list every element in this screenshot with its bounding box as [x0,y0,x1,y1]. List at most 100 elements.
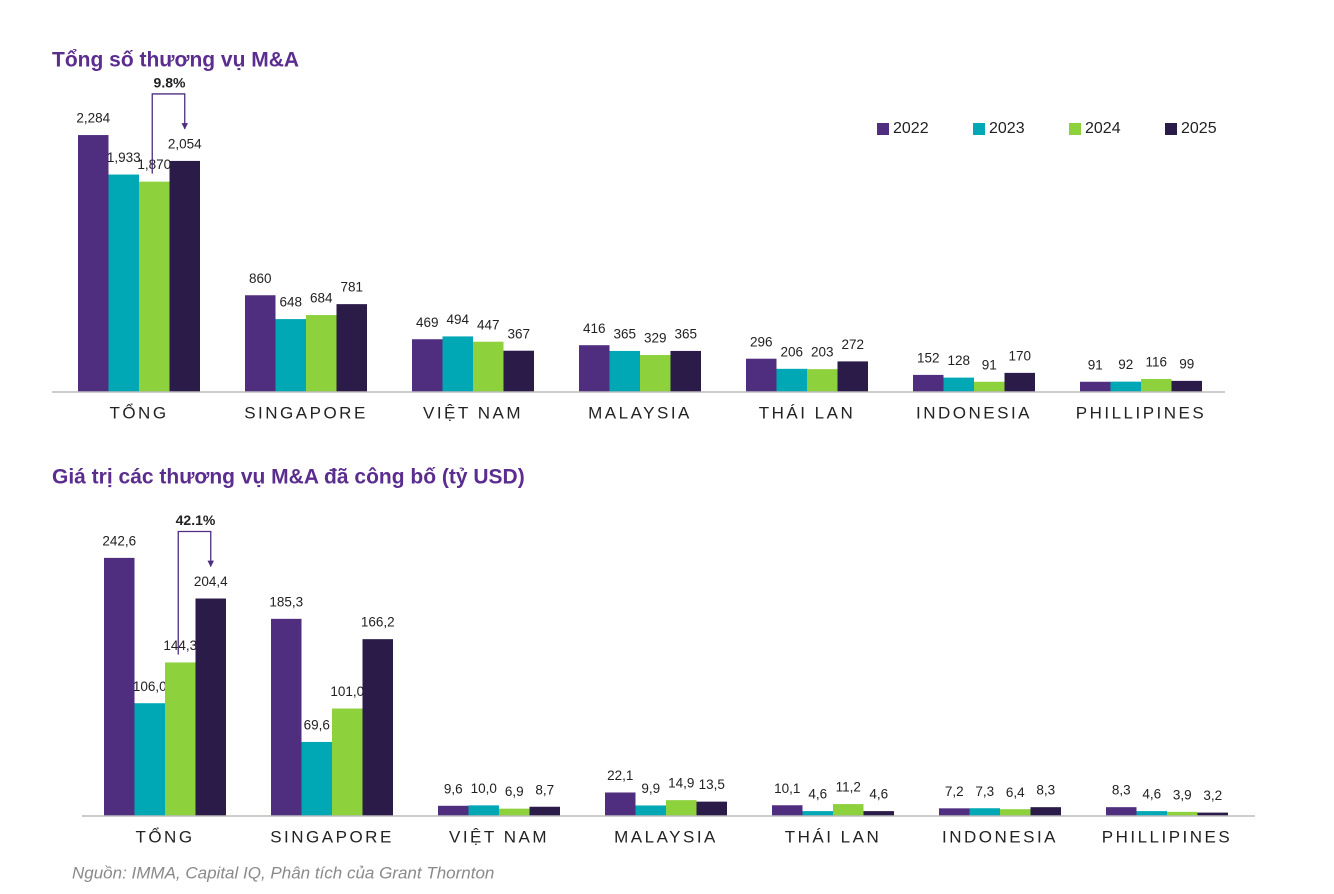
bar [1197,812,1228,816]
bar [195,598,226,816]
legend-swatch [877,123,889,135]
x-tick-label: VIỆT NAM [449,827,549,846]
bar [438,805,469,816]
bar [78,135,109,393]
bar [746,358,777,392]
bar [336,304,367,392]
value-label: 365 [613,327,636,342]
bar [169,160,200,392]
bar [275,319,306,392]
value-label: 272 [841,337,864,352]
x-tick-label: MALAYSIA [588,403,692,422]
bar [503,350,534,392]
value-label: 3,9 [1173,787,1192,802]
legend-swatch [1069,123,1081,135]
bar [1136,811,1167,816]
bar [412,339,443,392]
value-label: 4,6 [808,787,827,802]
value-label: 1,870 [137,157,171,172]
value-label: 69,6 [304,718,330,733]
bar [1000,809,1031,816]
value-label: 8,7 [535,782,554,797]
value-label: 6,4 [1006,785,1025,800]
value-label: 329 [644,331,667,346]
bar [1171,380,1202,392]
value-label: 10,0 [471,781,497,796]
legend-label: 2024 [1085,120,1121,137]
value-label: 116 [1145,355,1167,370]
value-label: 416 [583,321,606,336]
value-label: 684 [310,291,333,306]
bar [1004,372,1035,392]
bar [1110,381,1141,392]
value-label: 447 [477,317,500,332]
value-label: 22,1 [607,768,633,783]
value-label: 781 [340,280,363,295]
value-label: 4,6 [869,787,888,802]
bar [1167,811,1198,816]
bar [1106,807,1137,816]
x-tick-label: INDONESIA [916,403,1032,422]
bar [468,805,499,816]
value-label: 99 [1179,356,1194,371]
bar [635,805,666,816]
bar [104,557,135,816]
x-tick-label: MALAYSIA [614,827,718,846]
value-label: 206 [780,344,803,359]
bar [134,703,165,816]
bar [245,295,276,392]
value-label: 203 [811,345,834,360]
bar [139,181,170,392]
bar [776,368,807,392]
value-label: 91 [1088,357,1103,372]
legend-swatch [1165,123,1177,135]
bar [473,341,504,392]
bar [939,808,970,816]
bar [696,801,727,816]
bar [605,792,636,816]
value-label: 4,6 [1142,787,1161,802]
bar [913,374,944,392]
x-tick-label: SINGAPORE [244,403,368,422]
bar [165,662,196,816]
value-label: 7,2 [945,784,964,799]
value-label: 170 [1008,348,1031,363]
bar [772,805,803,816]
legend-swatch [973,123,985,135]
bar [271,618,302,816]
bar [670,350,701,392]
value-label: 204,4 [194,574,228,589]
value-label: 296 [750,334,773,349]
x-tick-label: VIỆT NAM [423,403,523,422]
bar [833,804,864,816]
x-tick-label: THÁI LAN [759,403,856,422]
value-label: 91 [982,357,997,372]
value-label: 2,054 [168,136,202,151]
value-label: 8,3 [1036,783,1055,798]
value-label: 3,2 [1203,788,1222,803]
bar [1030,807,1061,816]
value-label: 128 [947,353,970,368]
value-label: 1,933 [107,150,141,165]
value-label: 106,0 [133,679,167,694]
bar [1141,378,1172,392]
value-label: 14,9 [668,776,694,791]
value-label: 10,1 [774,781,800,796]
bar [640,354,671,392]
legend-label: 2022 [893,120,929,137]
value-label: 242,6 [102,533,136,548]
x-tick-label: PHILLIPINES [1102,827,1233,846]
annotation-bracket [177,530,214,655]
x-tick-label: PHILLIPINES [1076,403,1207,422]
source-note: Nguồn: IMMA, Capital IQ, Phân tích của G… [72,863,494,882]
value-label: 11,2 [836,780,861,795]
legend-label: 2023 [989,120,1025,137]
bar [499,808,530,816]
bar [974,381,1005,392]
value-label: 8,3 [1112,783,1131,798]
bar [362,639,393,816]
value-label: 860 [249,271,272,286]
value-label: 101,0 [330,684,364,699]
value-label: 494 [446,312,469,327]
bar [863,811,894,816]
